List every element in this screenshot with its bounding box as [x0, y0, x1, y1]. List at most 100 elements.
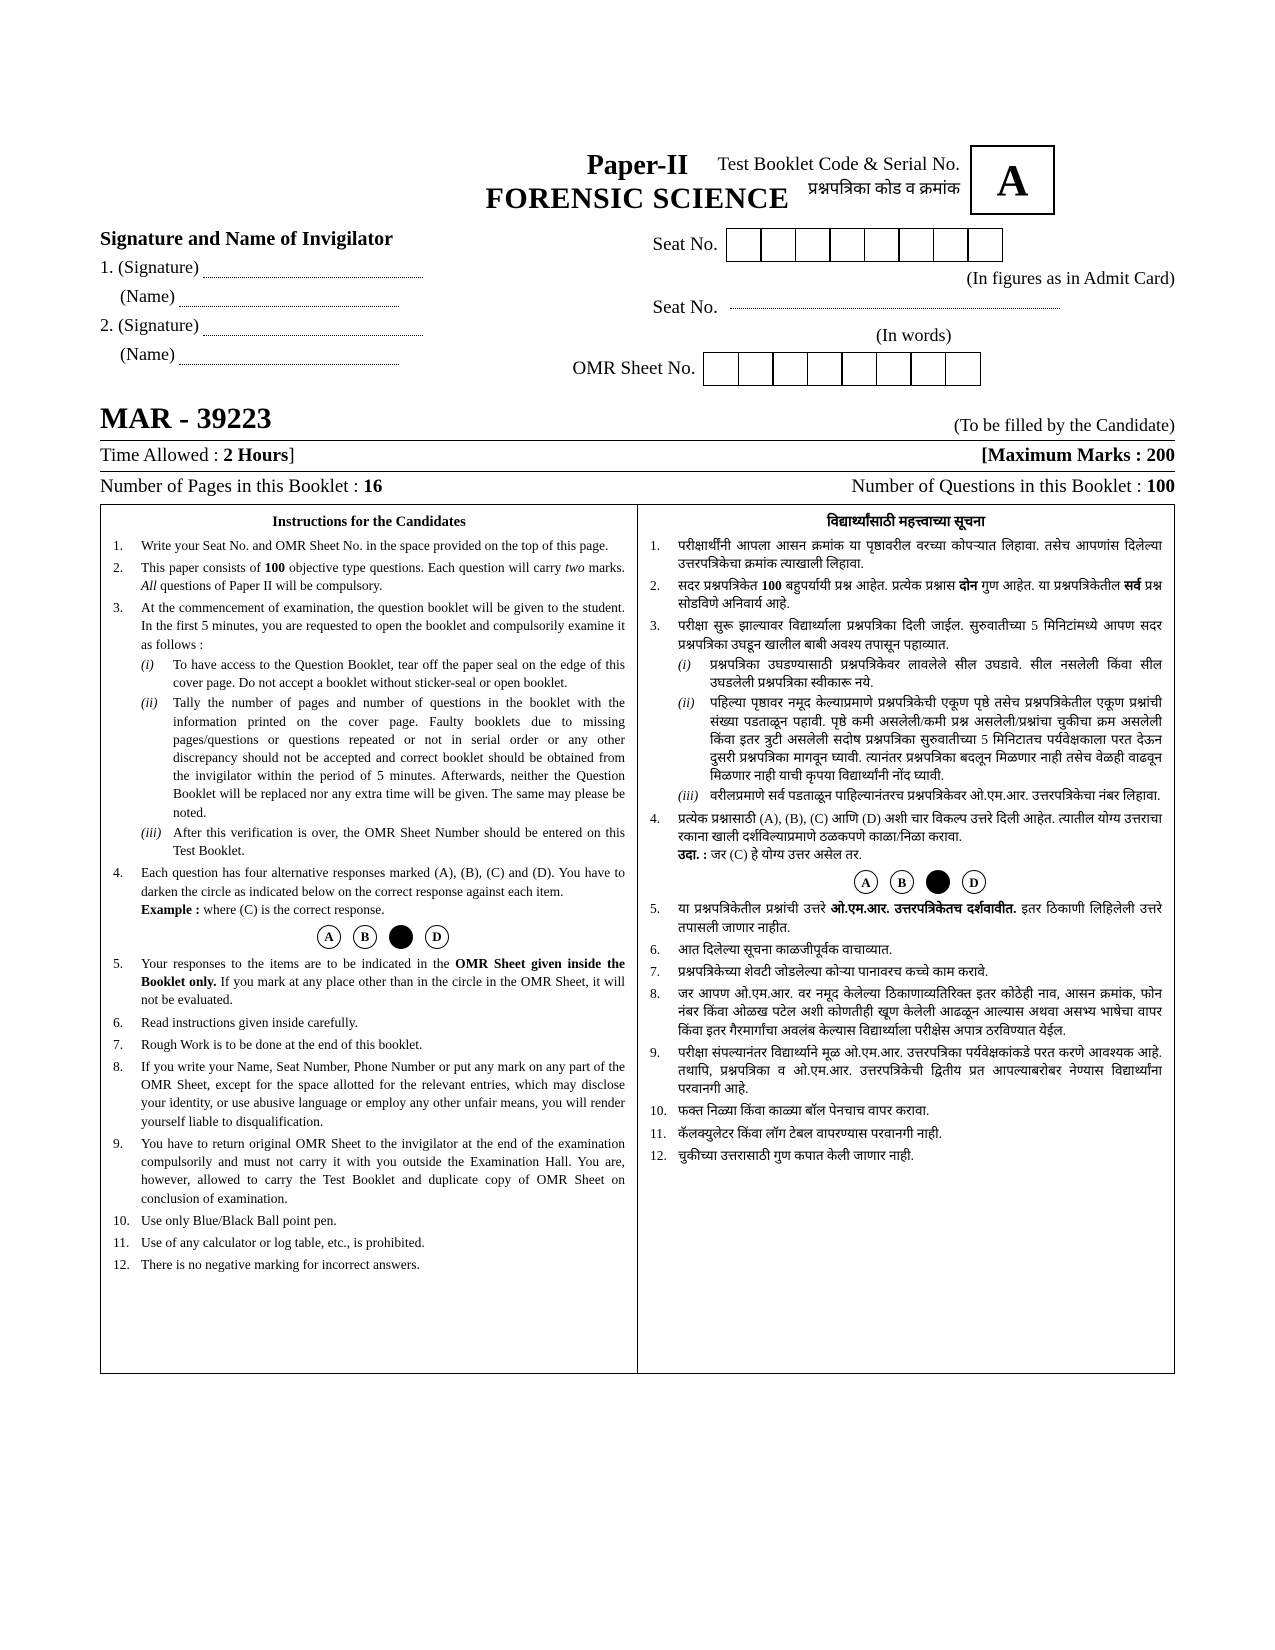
instruction-item: परीक्षार्थींनी आपला आसन क्रमांक या पृष्ठ…	[650, 537, 1162, 573]
sig1-line: 1. (Signature)	[100, 257, 623, 278]
name1-dotted[interactable]	[179, 306, 399, 307]
instruction-item: Rough Work is to be done at the end of t…	[113, 1036, 625, 1054]
code-label-mr: प्रश्नपत्रिका कोड व क्रमांक	[718, 176, 960, 199]
input-box[interactable]	[898, 228, 934, 262]
booklet-code-letter: A	[997, 155, 1029, 206]
time-marks-row: Time Allowed : 2 Hours] [Maximum Marks :…	[100, 445, 1175, 467]
instruction-item: परीक्षा सुरू झाल्यावर विद्यार्थ्याला प्र…	[650, 617, 1162, 805]
booklet-code-box: A	[970, 145, 1055, 215]
top-cols: Signature and Name of Invigilator 1. (Si…	[100, 228, 1175, 392]
instruction-item: Use only Blue/Black Ball point pen.	[113, 1212, 625, 1230]
sub-item: (iii)After this verification is over, th…	[141, 824, 625, 860]
pages-questions-row: Number of Pages in this Booklet : 16 Num…	[100, 476, 1175, 498]
instr-en-title: Instructions for the Candidates	[113, 513, 625, 533]
instruction-item: Read instructions given inside carefully…	[113, 1014, 625, 1032]
input-box[interactable]	[876, 352, 912, 386]
name2-dotted[interactable]	[179, 364, 399, 365]
seat-words-dotted[interactable]	[730, 308, 1060, 309]
seat-no-label: Seat No.	[653, 234, 718, 256]
bubble-d: D	[425, 925, 449, 949]
pages-count: Number of Pages in this Booklet : 16	[100, 476, 382, 498]
bubble-b: B	[890, 870, 914, 894]
sig1-dotted[interactable]	[203, 277, 423, 278]
instr-mr-title: विद्यार्थ्यांसाठी महत्त्वाच्या सूचना	[650, 513, 1162, 533]
instructions-box: Instructions for the Candidates Write yo…	[100, 504, 1175, 1374]
fill-note: (To be filled by the Candidate)	[954, 415, 1175, 436]
instruction-item: Each question has four alternative respo…	[113, 864, 625, 949]
instruction-item: Write your Seat No. and OMR Sheet No. in…	[113, 537, 625, 555]
instr-mr-list: परीक्षार्थींनी आपला आसन क्रमांक या पृष्ठ…	[650, 537, 1162, 1166]
sub-item: (iii)वरीलप्रमाणे सर्व पडताळून पाहिल्यानं…	[678, 787, 1162, 805]
input-box[interactable]	[726, 228, 762, 262]
instruction-item: सदर प्रश्नपत्रिकेत 100 बहुपर्यायी प्रश्न…	[650, 577, 1162, 613]
instruction-item: Use of any calculator or log table, etc.…	[113, 1234, 625, 1252]
sig2-line: 2. (Signature)	[100, 315, 623, 336]
input-box[interactable]	[772, 352, 808, 386]
instruction-item: प्रश्नपत्रिकेच्या शेवटी जोडलेल्या कोऱ्या…	[650, 963, 1162, 981]
bubble-a: A	[317, 925, 341, 949]
input-box[interactable]	[933, 228, 969, 262]
bubble-row: AB D	[141, 925, 625, 949]
sub-item: (ii)पहिल्या पृष्ठावर नमूद केल्याप्रमाणे …	[678, 694, 1162, 785]
exam-code: MAR - 39223	[100, 402, 272, 436]
questions-count: Number of Questions in this Booklet : 10…	[851, 476, 1175, 498]
input-box[interactable]	[864, 228, 900, 262]
input-box[interactable]	[795, 228, 831, 262]
instruction-item: चुकीच्या उत्तरासाठी गुण कपात केली जाणार …	[650, 1147, 1162, 1165]
input-box[interactable]	[945, 352, 981, 386]
time-allowed: Time Allowed : 2 Hours]	[100, 445, 295, 467]
instruction-item: Your responses to the items are to be in…	[113, 955, 625, 1010]
bubble-d: D	[962, 870, 986, 894]
instruction-item: जर आपण ओ.एम.आर. वर नमूद केलेल्या ठिकाणाव…	[650, 985, 1162, 1040]
bubble-b: B	[353, 925, 377, 949]
instruction-item: फक्त निळ्या किंवा काळ्या बॉल पेनचाच वापर…	[650, 1102, 1162, 1120]
seat-block: Seat No. (In figures as in Admit Card) S…	[653, 228, 1176, 392]
sub-list: (i)To have access to the Question Bookle…	[141, 656, 625, 860]
bubble-row: ABD	[678, 870, 1162, 894]
input-box[interactable]	[738, 352, 774, 386]
instruction-item: There is no negative marking for incorre…	[113, 1256, 625, 1274]
figures-note: (In figures as in Admit Card)	[653, 268, 1176, 289]
instructions-english: Instructions for the Candidates Write yo…	[101, 505, 638, 1373]
instruction-item: This paper consists of 100 objective typ…	[113, 559, 625, 595]
omr-boxes	[703, 352, 981, 386]
instruction-item: या प्रश्नपत्रिकेतील प्रश्नांची उत्तरे ओ.…	[650, 900, 1162, 936]
instruction-item: You have to return original OMR Sheet to…	[113, 1135, 625, 1208]
omr-label: OMR Sheet No.	[573, 358, 696, 380]
input-box[interactable]	[967, 228, 1003, 262]
max-marks: [Maximum Marks : 200	[981, 445, 1175, 467]
exam-code-row: MAR - 39223 (To be filled by the Candida…	[100, 402, 1175, 436]
sub-item: (i)To have access to the Question Bookle…	[141, 656, 625, 692]
sub-item: (i)प्रश्नपत्रिका उघडण्यासाठी प्रश्नपत्रि…	[678, 656, 1162, 692]
header-block: Test Booklet Code & Serial No. प्रश्नपत्…	[100, 150, 1175, 216]
signature-block: Signature and Name of Invigilator 1. (Si…	[100, 228, 623, 392]
words-note: (In words)	[653, 325, 1176, 346]
seat-figures-row: Seat No.	[653, 228, 1176, 262]
divider1	[100, 440, 1175, 441]
instruction-item: कॅलक्युलेटर किंवा लॉग टेबल वापरण्यास परव…	[650, 1125, 1162, 1143]
input-box[interactable]	[841, 352, 877, 386]
input-box[interactable]	[829, 228, 865, 262]
code-label-en: Test Booklet Code & Serial No.	[718, 154, 960, 176]
input-box[interactable]	[703, 352, 739, 386]
bubble-c	[926, 870, 950, 894]
signature-title: Signature and Name of Invigilator	[100, 228, 623, 251]
code-labels: Test Booklet Code & Serial No. प्रश्नपत्…	[718, 154, 960, 199]
seat-no-label2: Seat No.	[653, 297, 718, 319]
instruction-item: परीक्षा संपल्यानंतर विद्यार्थ्याने मूळ ओ…	[650, 1044, 1162, 1099]
name1-line: (Name)	[100, 286, 623, 307]
instr-en-list: Write your Seat No. and OMR Sheet No. in…	[113, 537, 625, 1275]
name2-line: (Name)	[100, 344, 623, 365]
instruction-item: If you write your Name, Seat Number, Pho…	[113, 1058, 625, 1131]
seat-words-row: Seat No.	[653, 297, 1176, 319]
seat-boxes	[726, 228, 1004, 262]
instructions-marathi: विद्यार्थ्यांसाठी महत्त्वाच्या सूचना परी…	[638, 505, 1174, 1373]
divider2	[100, 471, 1175, 472]
input-box[interactable]	[760, 228, 796, 262]
input-box[interactable]	[910, 352, 946, 386]
instruction-item: प्रत्येक प्रश्नासाठी (A), (B), (C) आणि (…	[650, 810, 1162, 895]
sig2-dotted[interactable]	[203, 335, 423, 336]
sub-item: (ii)Tally the number of pages and number…	[141, 694, 625, 822]
instruction-item: आत दिलेल्या सूचना काळजीपूर्वक वाचाव्यात.	[650, 941, 1162, 959]
input-box[interactable]	[807, 352, 843, 386]
